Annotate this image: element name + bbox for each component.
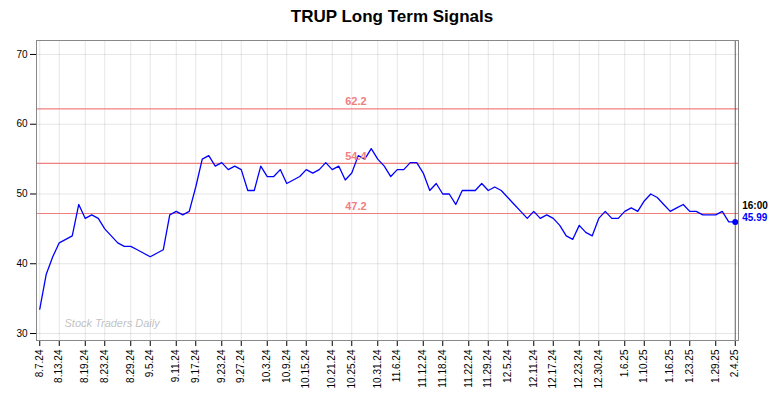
svg-text:10.15.24: 10.15.24	[300, 349, 311, 388]
svg-text:9.23.24: 9.23.24	[216, 349, 227, 383]
svg-text:2.4.25: 2.4.25	[729, 349, 740, 377]
svg-text:1.10.25: 1.10.25	[638, 349, 649, 383]
svg-text:Stock Traders Daily: Stock Traders Daily	[65, 317, 162, 329]
svg-text:45.99: 45.99	[742, 212, 767, 223]
svg-text:60: 60	[16, 118, 28, 129]
svg-text:10.21.24: 10.21.24	[326, 349, 337, 388]
svg-text:1.29.25: 1.29.25	[710, 349, 721, 383]
svg-text:8.19.24: 8.19.24	[79, 349, 90, 383]
svg-text:12.17.24: 12.17.24	[547, 349, 558, 388]
svg-text:30: 30	[16, 328, 28, 339]
svg-text:10.31.24: 10.31.24	[372, 349, 383, 388]
svg-text:47.2: 47.2	[345, 200, 366, 212]
svg-text:11.22.24: 11.22.24	[463, 349, 474, 388]
svg-text:62.2: 62.2	[345, 95, 366, 107]
svg-text:12.5.24: 12.5.24	[502, 349, 513, 383]
svg-text:12.11.24: 12.11.24	[528, 349, 539, 388]
svg-text:50: 50	[16, 188, 28, 199]
svg-text:1.16.25: 1.16.25	[664, 349, 675, 383]
svg-text:8.13.24: 8.13.24	[53, 349, 64, 383]
svg-text:10.9.24: 10.9.24	[281, 349, 292, 383]
svg-text:9.27.24: 9.27.24	[235, 349, 246, 383]
svg-text:10.3.24: 10.3.24	[261, 349, 272, 383]
svg-text:54.4: 54.4	[345, 150, 367, 162]
svg-text:9.17.24: 9.17.24	[190, 349, 201, 383]
svg-text:16:00: 16:00	[742, 200, 768, 211]
svg-text:8.7.24: 8.7.24	[34, 349, 45, 377]
svg-text:8.23.24: 8.23.24	[99, 349, 110, 383]
svg-text:11.29.24: 11.29.24	[482, 349, 493, 388]
svg-text:40: 40	[16, 258, 28, 269]
svg-text:11.12.24: 11.12.24	[417, 349, 428, 388]
svg-text:11.18.24: 11.18.24	[437, 349, 448, 388]
svg-text:9.5.24: 9.5.24	[144, 349, 155, 377]
svg-text:8.29.24: 8.29.24	[125, 349, 136, 383]
svg-text:12.30.24: 12.30.24	[593, 349, 604, 388]
html-text:TRUP Long Term Signals: TRUP Long Term Signals	[290, 7, 494, 26]
svg-text:9.11.24: 9.11.24	[170, 349, 181, 382]
svg-text:1.23.25: 1.23.25	[684, 349, 695, 383]
svg-text:10.25.24: 10.25.24	[346, 349, 357, 388]
svg-text:11.6.24: 11.6.24	[391, 349, 402, 382]
svg-text:1.6.25: 1.6.25	[619, 349, 630, 377]
svg-text:70: 70	[16, 49, 28, 60]
svg-text:12.23.24: 12.23.24	[573, 349, 584, 388]
